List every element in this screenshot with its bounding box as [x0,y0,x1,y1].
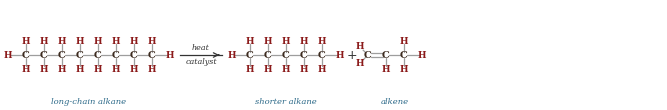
Text: H: H [418,50,426,60]
Text: H: H [22,64,30,73]
Text: H: H [22,37,30,46]
Text: H: H [112,64,120,73]
Text: H: H [299,37,308,46]
Text: H: H [166,50,174,60]
Text: H: H [245,37,254,46]
Text: H: H [400,37,408,46]
Text: H: H [94,37,102,46]
Text: H: H [356,59,364,68]
Text: C: C [22,50,30,60]
Text: H: H [400,64,408,73]
Text: H: H [317,37,326,46]
Text: C: C [76,50,84,60]
Text: C: C [40,50,48,60]
Text: H: H [245,64,254,73]
Text: heat: heat [192,44,210,52]
Text: H: H [130,37,138,46]
Text: H: H [281,64,290,73]
Text: H: H [299,64,308,73]
Text: H: H [40,37,48,46]
Text: long-chain alkane: long-chain alkane [51,98,127,106]
Text: H: H [281,37,290,46]
Text: H: H [58,64,66,73]
Text: C: C [264,50,272,60]
Text: H: H [130,64,138,73]
Text: C: C [318,50,326,60]
Text: H: H [148,37,156,46]
Text: H: H [317,64,326,73]
Text: H: H [76,37,84,46]
Text: C: C [130,50,138,60]
Text: C: C [300,50,308,60]
Text: H: H [94,64,102,73]
Text: C: C [246,50,254,60]
Text: H: H [382,64,390,73]
Text: H: H [227,50,236,60]
Text: H: H [263,37,272,46]
Text: H: H [4,50,12,60]
Text: C: C [282,50,290,60]
Text: H: H [356,42,364,51]
Text: C: C [58,50,66,60]
Text: H: H [58,37,66,46]
Text: H: H [263,64,272,73]
Text: C: C [94,50,102,60]
Text: H: H [112,37,120,46]
Text: H: H [148,64,156,73]
Text: H: H [76,64,84,73]
Text: shorter alkane: shorter alkane [255,98,317,106]
Text: H: H [40,64,48,73]
Text: catalyst: catalyst [185,58,217,66]
Text: alkene: alkene [381,98,409,106]
Text: H: H [336,50,344,60]
Text: C: C [400,50,408,60]
Text: C: C [112,50,120,60]
Text: +: + [347,49,358,61]
Text: C: C [148,50,156,60]
Text: C: C [364,50,372,60]
Text: C: C [382,50,390,60]
